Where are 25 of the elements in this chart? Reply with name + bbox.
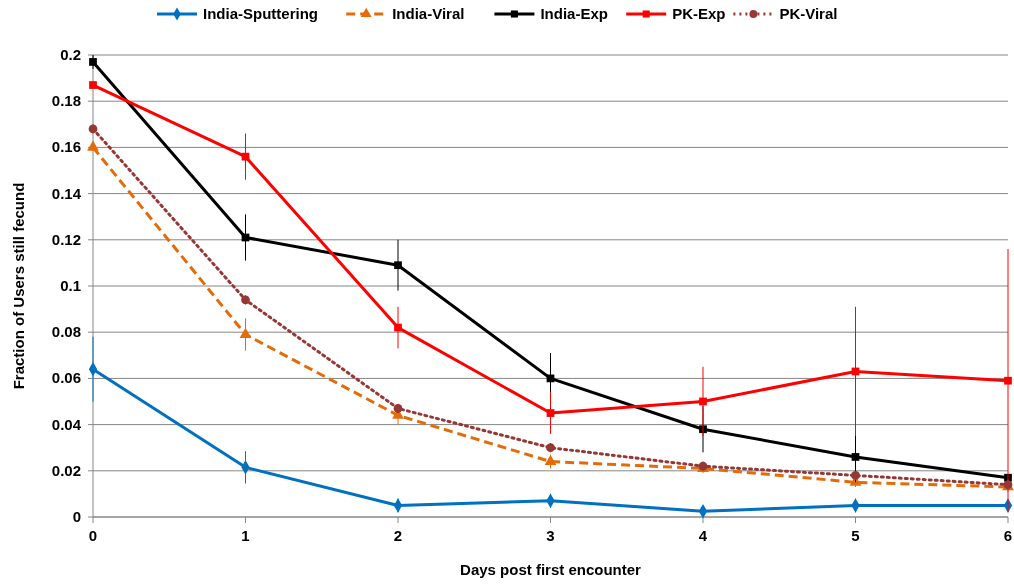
y-tick-label: 0.1	[60, 277, 81, 294]
x-tick-label: 1	[241, 527, 250, 544]
legend-label: PK-Exp	[672, 5, 726, 22]
y-tick-label: 0.2	[60, 46, 81, 63]
x-tick-label: 4	[698, 527, 708, 544]
x-tick-label: 0	[88, 527, 98, 544]
legend-label: India-Viral	[392, 5, 465, 22]
x-tick-label: 5	[851, 527, 860, 544]
x-tick-label: 3	[546, 527, 555, 544]
x-tick-label: 2	[393, 527, 403, 544]
y-tick-label: 0.06	[51, 369, 81, 387]
y-tick-label: 0.08	[51, 323, 81, 341]
legend-label: PK-Viral	[779, 5, 838, 22]
y-tick-label: 0.18	[51, 92, 81, 110]
y-axis-title: Fraction of Users still fecund	[10, 182, 27, 390]
legend-label: India-Sputtering	[203, 5, 318, 22]
y-tick-label: 0.16	[51, 138, 81, 156]
y-tick-label: 0.12	[51, 230, 81, 248]
x-tick-label: 6	[1003, 527, 1013, 544]
x-axis-title: Days post first encounter	[460, 561, 642, 578]
y-tick-label: 0	[72, 508, 81, 525]
legend-label: India-Exp	[540, 5, 608, 22]
y-tick-label: 0.02	[51, 461, 81, 479]
y-tick-label: 0.04	[51, 415, 82, 433]
y-tick-label: 0.14	[51, 184, 82, 202]
